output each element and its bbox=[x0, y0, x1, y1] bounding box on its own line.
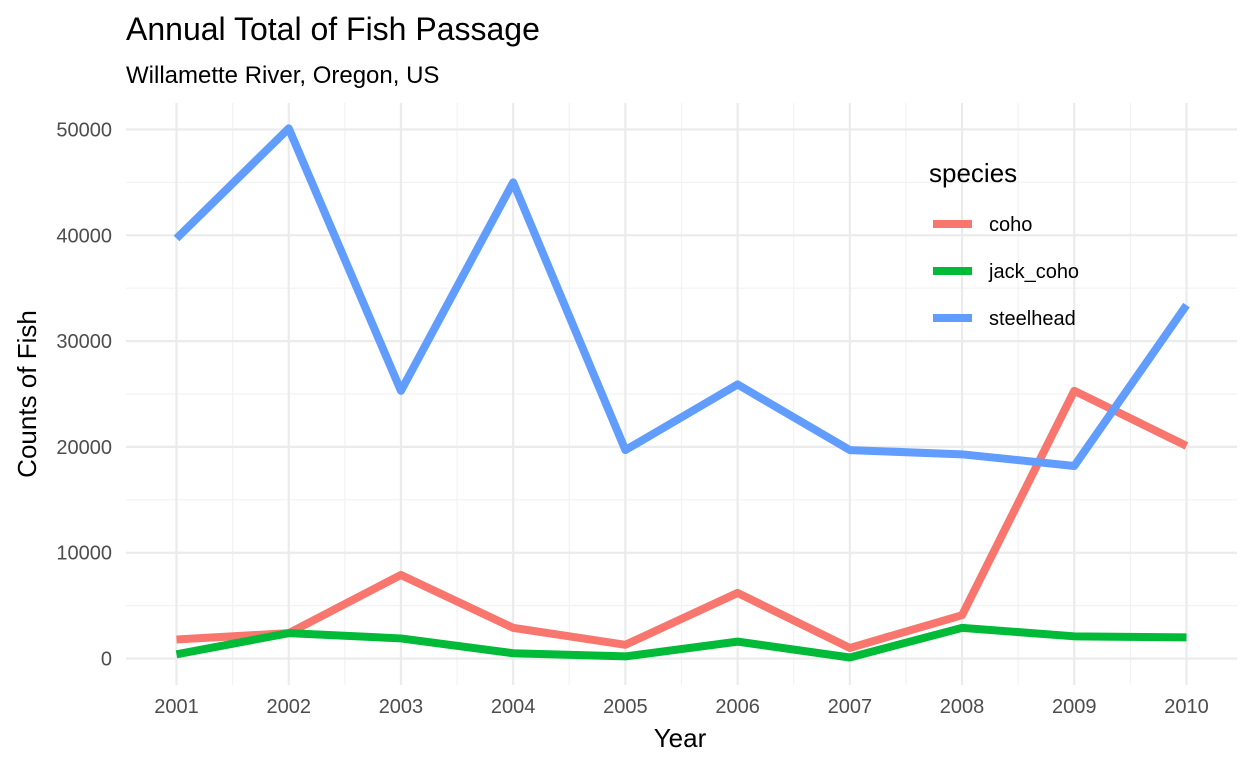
y-tick-label: 10000 bbox=[56, 543, 112, 565]
legend-title: species bbox=[929, 158, 1017, 188]
y-axis-ticks: 0 10000 20000 30000 40000 50000 bbox=[56, 119, 112, 670]
x-tick-label: 2007 bbox=[828, 696, 873, 718]
x-tick-label: 2003 bbox=[379, 696, 424, 718]
y-tick-label: 40000 bbox=[56, 225, 112, 247]
chart-title: Annual Total of Fish Passage bbox=[126, 11, 540, 47]
x-axis-ticks: 2001 2002 2003 2004 2005 2006 2007 2008 2009 2010 bbox=[154, 696, 1209, 718]
x-tick-label: 2009 bbox=[1052, 696, 1097, 718]
legend-label-jack_coho: jack_coho bbox=[988, 261, 1079, 283]
y-tick-label: 0 bbox=[101, 649, 112, 671]
y-tick-label: 30000 bbox=[56, 331, 112, 353]
legend-items: coho jack_coho steelhead bbox=[933, 214, 1079, 330]
x-tick-label: 2006 bbox=[715, 696, 760, 718]
x-tick-label: 2001 bbox=[154, 696, 199, 718]
series-line-coho bbox=[176, 386, 1189, 652]
y-tick-label: 50000 bbox=[56, 119, 112, 141]
y-axis-title: Counts of Fish bbox=[12, 310, 42, 478]
chart-subtitle: Willamette River, Oregon, US bbox=[126, 62, 439, 89]
x-axis-title: Year bbox=[654, 723, 707, 753]
series-line-jack_coho bbox=[175, 623, 1187, 662]
grid bbox=[126, 103, 1237, 685]
legend: species coho jack_coho steelhead bbox=[929, 158, 1079, 330]
x-tick-label: 2004 bbox=[491, 696, 536, 718]
x-tick-label: 2002 bbox=[266, 696, 311, 718]
legend-label-steelhead: steelhead bbox=[989, 308, 1076, 330]
y-tick-label: 20000 bbox=[56, 437, 112, 459]
x-tick-label: 2010 bbox=[1164, 696, 1209, 718]
series-line-steelhead bbox=[173, 124, 1190, 470]
x-tick-label: 2005 bbox=[603, 696, 648, 718]
legend-label-coho: coho bbox=[989, 214, 1032, 236]
series-layer bbox=[173, 124, 1190, 662]
x-tick-label: 2008 bbox=[940, 696, 985, 718]
